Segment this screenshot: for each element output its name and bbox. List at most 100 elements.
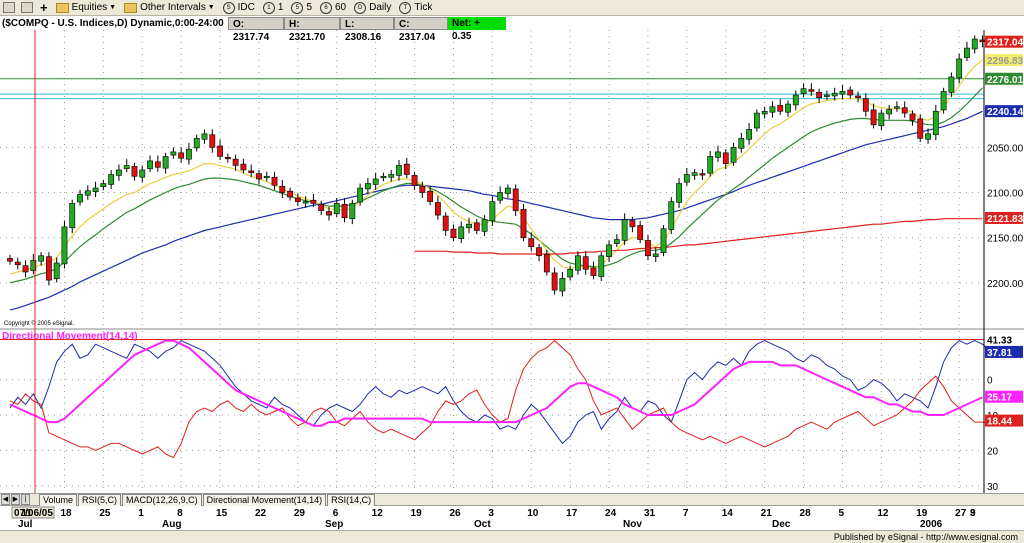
footer: Published by eSignal - http://www.esigna… [0,530,1024,543]
add-symbol-button[interactable]: + [40,0,48,15]
candle-down [224,157,231,160]
candle-up [100,183,107,187]
candle-down [645,240,651,257]
dmi-flag-box [985,333,1023,346]
chart-area[interactable]: Copyright © 2005 eSignal. Directional Mo… [0,30,1024,493]
candle-down [45,256,52,281]
price-tick-label: 2150.00 [987,234,1024,245]
study-tab[interactable]: RSI(5,C) [78,493,122,506]
other-intervals-menu[interactable]: Other Intervals ▼ [124,2,215,13]
candle-down [473,222,480,231]
date-tick-label: 27 [955,508,967,519]
date-tick-label: 31 [644,508,656,519]
candle-up [61,226,68,265]
candle-up [683,174,690,183]
scroll-first-icon[interactable]: | [21,494,30,505]
print-icon[interactable] [3,2,15,13]
date-tick-label: 3 [970,508,976,519]
scroll-right-icon[interactable]: ▶ [11,494,20,505]
candle-up [598,255,605,277]
interval-button-idc[interactable]: S IDC [222,1,255,14]
candle-down [217,145,223,157]
candle-up [84,190,91,196]
dropdown-arrow-icon: ▼ [109,4,117,11]
candle-up [707,156,714,174]
candle-down [294,197,301,202]
candle-down [816,92,823,99]
scroll-left-icon[interactable]: ◀ [1,494,10,505]
price-tick-label: 2200.00 [987,279,1024,290]
candle-up [38,255,45,262]
candle-down [551,272,558,291]
candle-down [901,107,908,114]
candle-up [186,148,192,160]
candle-up [964,47,970,58]
candle-down [917,118,924,139]
candle-up [886,109,893,115]
date-tick-label: 17 [566,508,578,519]
candle-down [310,199,317,204]
study-tab[interactable]: MACD(12,26,9,C) [122,493,202,506]
interval-button-tick[interactable]: T Tick [399,1,432,14]
candle-up [349,203,356,220]
study-tab[interactable]: Volume [39,493,78,506]
study-tabs-bar: ◀ ▶ | Volume RSI(5,C) MACD(12,26,9,C) Direc… [0,493,1024,506]
study-tab[interactable]: RSI(14,C) [327,493,376,506]
candle-down [232,158,239,166]
date-tick-label: 15 [216,508,228,519]
candle-up [567,269,574,278]
candle-up [606,244,612,257]
candle-up [575,255,581,271]
study-tab[interactable]: Directional Movement(14,14) [202,493,327,506]
candle-down [131,166,138,177]
candle-down [528,238,535,248]
candle-down [22,265,29,273]
candle-down [427,190,434,202]
dmi-flag: 41.33 [987,335,1012,346]
candle-up [302,201,309,204]
equities-menu[interactable]: Equities ▼ [55,2,117,13]
candle-down [450,228,457,238]
ma-yellow-line [9,59,983,275]
date-tick-label: 19 [916,508,928,519]
dmi-panel-title: Directional Movement(14,14) [2,331,138,342]
candle-up [53,262,60,280]
net-change: Net: + 0.35 [448,17,506,42]
candle-down [318,203,325,211]
candle-up [497,192,504,201]
date-tick-label: 22 [255,508,267,519]
properties-icon[interactable] [21,2,33,13]
candle-down [248,170,255,173]
candle-up [30,259,37,271]
date-tick-label: 26 [449,508,461,519]
price-flag-box [985,211,1023,224]
dmi-tick-label: 0 [987,376,993,387]
month-label: 2006 [920,519,943,530]
candle-down [870,109,877,126]
dmi-tick-label: 20 [987,446,999,457]
chart-title-bar: ($COMPQ - U.S. Indices,D) Dynamic,0:00-2… [0,16,1024,30]
candle-down [582,256,589,270]
candle-down [543,254,550,273]
cursor-date-box [11,506,55,519]
candle-down [777,105,784,112]
candle-down [512,188,519,211]
candle-down [536,247,542,257]
candle-down [271,176,278,186]
month-label: Dec [772,519,791,530]
month-label: Oct [474,519,491,530]
ma-green-line [9,87,983,284]
candle-up [753,112,760,129]
candle-up [108,174,115,185]
other-intervals-label: Other Intervals [140,2,206,13]
candle-up [660,228,667,253]
interval-button-daily[interactable]: D Daily [354,1,391,14]
interval-button-60[interactable]: 6 60 [320,1,346,14]
moving-average-lines [9,59,983,311]
candle-up [792,94,799,106]
candle-up [621,219,628,241]
dmi-series-adx [9,339,983,427]
